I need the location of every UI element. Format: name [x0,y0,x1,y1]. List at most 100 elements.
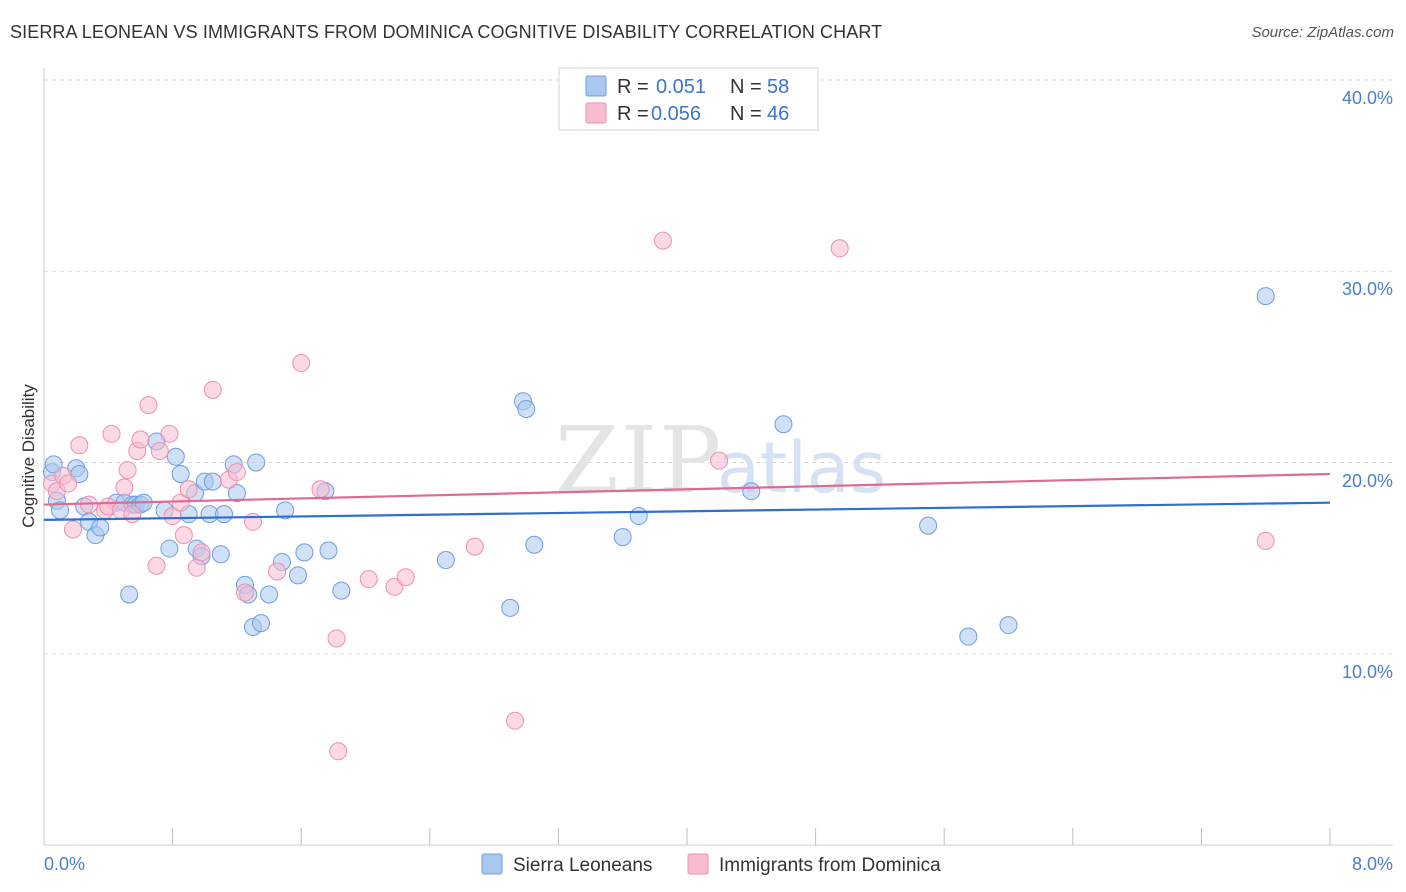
data-point-dominica-immigrant [118,461,137,480]
data-point-sierra-leonean [203,472,222,491]
data-point-dominica-immigrant [115,478,134,497]
series-legend: Sierra Leoneans Immigrants from Dominica [481,853,941,876]
stats-legend: R = 0.051 N = 58 R = 0.056 N = 46 [558,67,819,131]
data-point-dominica-immigrant [192,543,211,562]
data-point-dominica-immigrant [1256,531,1275,550]
data-point-dominica-immigrant [292,354,311,373]
data-point-sierra-leonean [252,614,271,633]
y-tick-label: 40.0% [1342,88,1393,108]
data-point-sierra-leonean [247,453,266,472]
watermark-zip: ZIP [555,407,723,514]
trend-line-sierra-leonean [43,501,1331,521]
data-point-dominica-immigrant [187,558,206,577]
data-point-sierra-leonean [959,627,978,646]
data-point-dominica-immigrant [150,442,169,461]
data-point-sierra-leonean [276,501,295,520]
watermark-atlas: atlas [717,427,886,509]
y-tick-labels: 10.0% 20.0% 30.0% 40.0% [1342,88,1393,682]
grid-lines [44,79,1393,655]
data-point-sierra-leonean [517,399,536,418]
data-point-sierra-leonean [260,585,279,604]
axes [43,68,1393,846]
legend-n-value: 58 [767,76,789,98]
data-point-sierra-leonean [215,505,234,524]
data-point-dominica-immigrant [147,556,166,575]
series-legend-label: Sierra Leoneans [513,855,652,876]
legend-r-value: 0.051 [656,76,706,98]
data-point-dominica-immigrant [359,570,378,589]
x-tick-label-min: 0.0% [44,854,85,874]
data-point-dominica-immigrant [63,520,82,539]
legend-swatch-blue [585,75,607,97]
data-point-dominica-immigrant [329,742,348,761]
data-point-dominica-immigrant [59,474,78,493]
series-legend-label: Immigrants from Dominica [719,855,941,876]
y-tick-label: 10.0% [1342,662,1393,682]
data-point-sierra-leonean [742,482,761,501]
data-point-dominica-immigrant [179,480,198,499]
data-point-sierra-leonean [774,415,793,434]
legend-n-label: N = [730,103,762,125]
data-point-dominica-immigrant [163,507,182,526]
data-point-sierra-leonean [436,551,455,570]
data-point-dominica-immigrant [123,505,142,524]
data-point-sierra-leonean [44,455,63,474]
data-point-dominica-immigrant [243,512,262,531]
data-point-dominica-immigrant [102,424,121,443]
data-point-sierra-leonean [211,545,230,564]
data-point-sierra-leonean [919,516,938,535]
x-tick-marks [172,828,1331,845]
legend-n-label: N = [730,76,762,98]
trend-line-dominica [43,472,1331,506]
data-point-dominica-immigrant [235,583,254,602]
data-point-dominica-immigrant [171,493,190,512]
data-point-dominica-immigrant [174,526,193,545]
y-axis-label: Cognitive Disability [19,384,38,528]
data-point-dominica-immigrant [653,231,672,250]
data-point-dominica-immigrant [396,568,415,587]
y-tick-label: 20.0% [1342,471,1393,491]
x-tick-label-max: 8.0% [1352,854,1393,874]
data-point-dominica-immigrant [311,480,330,499]
legend-n-value: 46 [767,103,789,125]
data-point-sierra-leonean [525,535,544,554]
series-immigrants-from-dominica [43,231,1275,761]
chart-title: SIERRA LEONEAN VS IMMIGRANTS FROM DOMINI… [10,22,883,42]
data-point-sierra-leonean [160,539,179,558]
data-point-dominica-immigrant [465,537,484,556]
data-point-sierra-leonean [613,528,632,547]
data-point-dominica-immigrant [160,424,179,443]
y-tick-label: 30.0% [1342,279,1393,299]
data-point-dominica-immigrant [139,396,158,415]
data-point-sierra-leonean [332,581,351,600]
source-label: Source: ZipAtlas.com [1251,24,1394,41]
data-point-sierra-leonean [999,616,1018,635]
data-point-dominica-immigrant [131,430,150,449]
data-point-sierra-leonean [91,518,110,537]
legend-swatch-pink [585,102,607,124]
data-point-dominica-immigrant [830,239,849,258]
data-point-sierra-leonean [295,543,314,562]
data-point-sierra-leonean [227,484,246,503]
data-point-dominica-immigrant [268,562,287,581]
data-point-sierra-leonean [1256,287,1275,306]
data-point-sierra-leonean [629,507,648,526]
data-point-sierra-leonean [501,598,520,617]
legend-r-label: R = [617,103,649,125]
data-point-sierra-leonean [171,464,190,483]
series-legend-swatch-blue [481,853,503,875]
data-point-sierra-leonean [319,541,338,560]
data-point-dominica-immigrant [227,463,246,482]
data-point-dominica-immigrant [505,711,524,730]
legend-r-value: 0.056 [651,103,701,125]
data-point-sierra-leonean [120,585,139,604]
trend-lines [43,472,1331,521]
data-point-sierra-leonean [288,566,307,585]
legend-r-label: R = [617,76,649,98]
data-point-dominica-immigrant [710,451,729,470]
data-point-dominica-immigrant [203,380,222,399]
data-point-dominica-immigrant [327,629,346,648]
series-legend-swatch-pink [687,853,709,875]
data-point-dominica-immigrant [70,436,89,455]
